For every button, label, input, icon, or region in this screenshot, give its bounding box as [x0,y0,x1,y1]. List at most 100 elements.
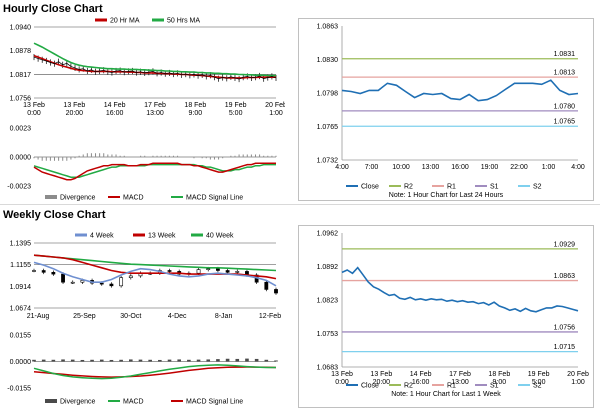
hourly-price-chart: 20 Hr MA 50 Hrs MA 1.0940 1.0878 1.0817 1.075… [10,18,285,118]
wv-ytick-label: 1.0683 [317,365,339,372]
hm-signal-line [33,163,276,178]
wp-legend-label: 40 Week [206,233,234,240]
wp-xtick-label: 25-Sep [73,313,96,320]
wm-divergence-bar [206,359,211,362]
wp-candle-body [216,268,220,271]
weekly-section-title: Weekly Close Chart [3,209,106,221]
hv-xtick-label: 4:00 [335,164,349,171]
wv-frame [298,225,594,408]
wv-level-label: 1.0756 [554,324,576,331]
hourly-pivot-chart: 1.0863 1.0830 1.0798 1.0765 1.0732 1.0831 1.08… [298,18,594,201]
wv-note: Note: 1 Hour Chart for Last 1 Week [391,391,501,398]
wm-divergence-bar [235,358,240,362]
wv-legend-label: R1 [447,383,456,390]
wm-divergence-bar [245,358,249,362]
hv-legend-label: Close [361,184,379,191]
weekly-pivot-chart: 1.0962 1.0892 1.0823 1.0753 1.0683 1.0929 1.08… [298,225,594,408]
wp-ytick-label: 1.0914 [10,284,32,291]
wm-divergence-bar [119,359,123,362]
hourly-macd-chart: 0.0023 0.0000 -0.0023 Divergence MACD MACD Si… [7,126,277,202]
wv-level-label: 1.0929 [554,241,576,248]
hp-ytick-label: 1.0756 [10,96,32,103]
hv-xtick-label: 7:00 [365,164,379,171]
hp-xtick-label: 19 Feb 5:00 [225,102,247,117]
wm-divergence-bar [177,359,181,362]
wp-candle-body [128,275,133,279]
hv-ytick-label: 1.0732 [317,158,339,165]
wm-divergence-bar [158,359,162,362]
wv-xtick-label: 13 Feb 0:00 [331,371,353,386]
wv-xtick-label: 20 Feb 1:00 [567,371,589,386]
wp-xtick-label: 4-Dec [168,313,187,320]
hp-xtick-label: 13 Feb 20:00 [63,102,85,117]
hv-level-label: 1.0765 [554,119,576,126]
hp-xtick-label: 17 Feb 13:00 [144,102,166,117]
wv-legend-label: S2 [533,383,542,390]
hp-xtick-label: 13 Feb 0:00 [23,102,45,117]
hp-xtick-label: 20 Feb 1:00 [265,102,285,117]
wp-candle-body [196,269,201,274]
wp-candle-body [80,280,85,283]
hv-note: Note: 1 Hour Chart for Last 24 Hours [389,192,504,199]
weekly-macd-chart: 0.0155 0.0000 -0.0155 Divergence MACD MACD Si… [7,333,278,406]
hp-price-line [33,56,277,80]
wp-candle-body [119,277,124,287]
wv-legend-label: S1 [490,383,499,390]
hv-xtick-label: 19:00 [481,164,499,171]
hv-xtick-label: 1:00 [542,164,556,171]
wm-divergence-bar [187,359,191,362]
wp-candle-body [167,270,172,272]
wp-4week-line [33,261,277,287]
wv-close-line [341,266,579,313]
hp-ytick-label: 1.0817 [10,72,32,79]
wm-signal-line [33,366,277,378]
wm-divergence-bar [129,359,133,362]
wp-candle-body [264,281,269,290]
hp-legend-label: 50 Hrs MA [167,18,200,25]
wp-candle-body [206,268,211,270]
wp-candle-body [51,271,56,275]
wm-divergence-bar [254,358,259,362]
hv-level-label: 1.0831 [554,51,576,58]
wv-ytick-label: 1.0962 [317,231,339,238]
wm-divergence-bar [32,359,36,362]
wv-xtick-label: 17 Feb 13:00 [449,371,471,386]
wv-level-label: 1.0715 [554,344,576,351]
wm-legend-label: Divergence [60,399,96,406]
wm-ytick-label: 0.0155 [10,333,32,340]
hm-macd-line [33,162,276,181]
wm-divergence-bar [61,359,65,362]
hm-ytick-label: 0.0000 [10,155,32,162]
wv-level-label: 1.0863 [554,273,576,280]
wp-candle-body [32,270,36,272]
wp-candle-body [70,281,75,284]
wm-divergence-bar [70,359,75,362]
wp-legend-label: 4 Week [90,233,114,240]
wp-ytick-label: 1.1395 [10,241,32,248]
wv-ytick-label: 1.0753 [317,331,339,338]
hourly-section-title: Hourly Close Chart [3,3,103,15]
wp-candle-body [61,273,65,283]
wp-xtick-label: 21-Aug [27,313,50,320]
hv-xtick-label: 22:00 [510,164,528,171]
hp-xtick-label: 14 Feb 16:00 [104,102,126,117]
wm-legend-label: MACD Signal Line [186,399,243,406]
hp-legend-label: 20 Hr MA [110,18,140,25]
wm-divergence-bar [264,359,269,362]
hv-xtick-label: 16:00 [451,164,469,171]
wp-candle-body [235,271,240,273]
hv-level-label: 1.0813 [554,70,576,77]
hv-legend-label: R2 [404,184,413,191]
wp-legend-label: 13 Week [148,233,176,240]
hm-ytick-label: -0.0023 [7,184,31,191]
wm-divergence-bar [225,358,230,362]
wv-legend-label: R2 [404,383,413,390]
wm-macd-line [33,364,276,380]
wm-divergence-bar [196,359,201,362]
wp-ytick-label: 1.1155 [10,262,31,269]
hv-xtick-label: 4:00 [571,164,585,171]
wp-candle-body [225,270,230,273]
wm-divergence-bar [138,359,143,362]
wp-candle-body [99,282,104,285]
hm-legend-label: MACD [123,195,144,202]
